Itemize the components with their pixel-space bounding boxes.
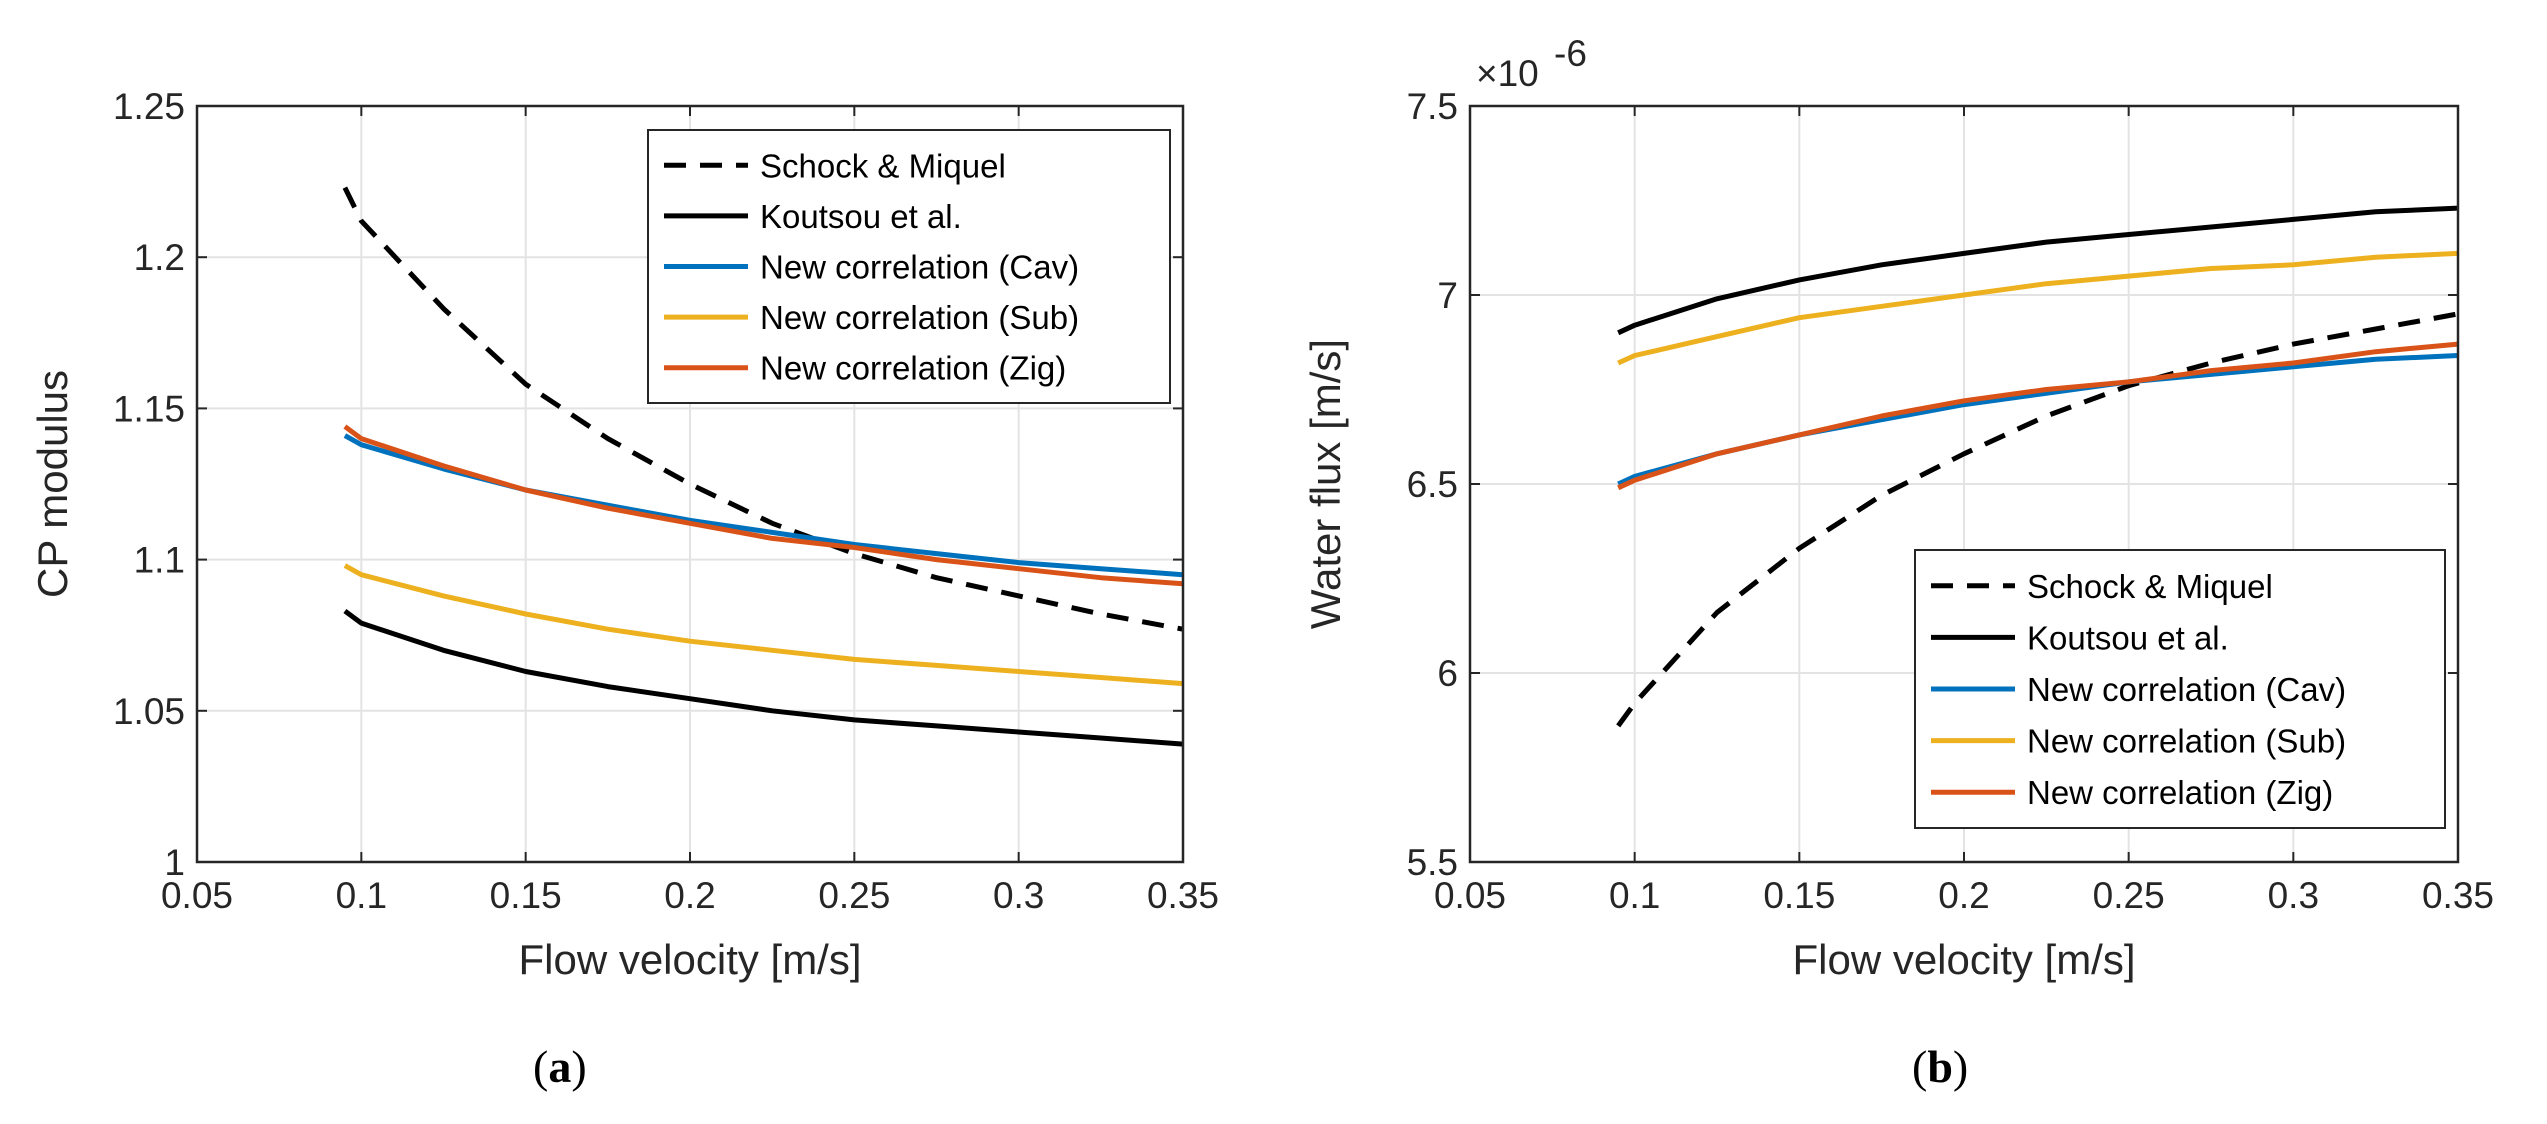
series-line-3 [343,563,1184,687]
y-tick-label: 6 [1437,653,1458,694]
legend: Schock & Miquel Koutsou et al. New correla… [647,129,1171,404]
legend-label-3: New correlation (Sub) [760,299,1079,336]
x-tick-label: 0.2 [664,875,715,916]
legend-label-4: New correlation (Zig) [2027,774,2333,811]
legend-label-4: New correlation (Zig) [760,350,1066,387]
x-tick-label: 0.35 [1147,875,1219,916]
legend-label-3: New correlation (Sub) [2027,723,2346,760]
legend-label-1: Koutsou et al. [2027,619,2229,656]
y-exponent-base: ×10 [1476,53,1539,94]
legend-label-1: Koutsou et al. [760,198,962,235]
y-tick-label: 1.05 [113,691,185,732]
axes-box [195,104,1185,864]
series-line-4 [1617,341,2459,491]
series-line-0 [1616,311,2459,728]
series-line-1 [343,608,1184,747]
y-axis-label: Water flux [m/s] [1302,339,1349,629]
legend-label-2: New correlation (Cav) [2027,671,2346,708]
series-line-2 [343,433,1184,578]
series-line-1 [1617,205,2459,336]
x-tick-label: 0.35 [2422,875,2494,916]
axes-box [1468,104,2460,864]
legend-label-0: Schock & Miquel [2027,568,2273,605]
y-tick-label: 7 [1437,275,1458,316]
legend-label-2: New correlation (Cav) [760,249,1079,286]
series-line-3 [1617,250,2459,366]
y-tick-label: 7.5 [1407,86,1458,127]
y-tick-label: 1.2 [134,237,185,278]
x-tick-label: 0.3 [993,875,1044,916]
legend: Schock & Miquel Koutsou et al. New correla… [1914,549,2446,829]
x-tick-label: 0.1 [1609,875,1660,916]
chart-a: 0.05 0.1 0.15 0.2 0.25 0.3 0.35 1 1.05 1.1 1.15 1.2… [29,86,1219,1092]
x-tick-label: 0.15 [490,875,562,916]
panel-label: (b) [1912,1041,1968,1092]
y-tick-label: 5.5 [1407,842,1458,883]
series-line-4 [343,424,1184,587]
x-tick-label: 0.15 [1763,875,1835,916]
x-axis-label: Flow velocity [m/s] [1792,936,2135,983]
y-axis-label: CP modulus [29,370,76,598]
y-tick-label: 1.1 [134,540,185,581]
series-line-0 [342,186,1184,632]
x-tick-label: 0.25 [818,875,890,916]
y-tick-label: 1 [164,842,185,883]
panel-label: (a) [533,1041,587,1092]
x-tick-label: 0.05 [1434,875,1506,916]
x-tick-label: 0.2 [1938,875,1989,916]
x-tick-label: 0.25 [2093,875,2165,916]
y-tick-label: 6.5 [1407,464,1458,505]
legend-label-0: Schock & Miquel [760,147,1006,184]
x-tick-label: 0.1 [336,875,387,916]
x-tick-label: 0.3 [2268,875,2319,916]
x-axis-label: Flow velocity [m/s] [518,936,861,983]
y-exponent-power: -6 [1554,33,1587,74]
y-tick-label: 1.25 [113,86,185,127]
y-tick-label: 1.15 [113,388,185,429]
x-tick-label: 0.05 [161,875,233,916]
chart-b: 0.05 0.1 0.15 0.2 0.25 0.3 0.35 5.5 6 6.5 7 7.5 Flow… [1302,33,2494,1092]
